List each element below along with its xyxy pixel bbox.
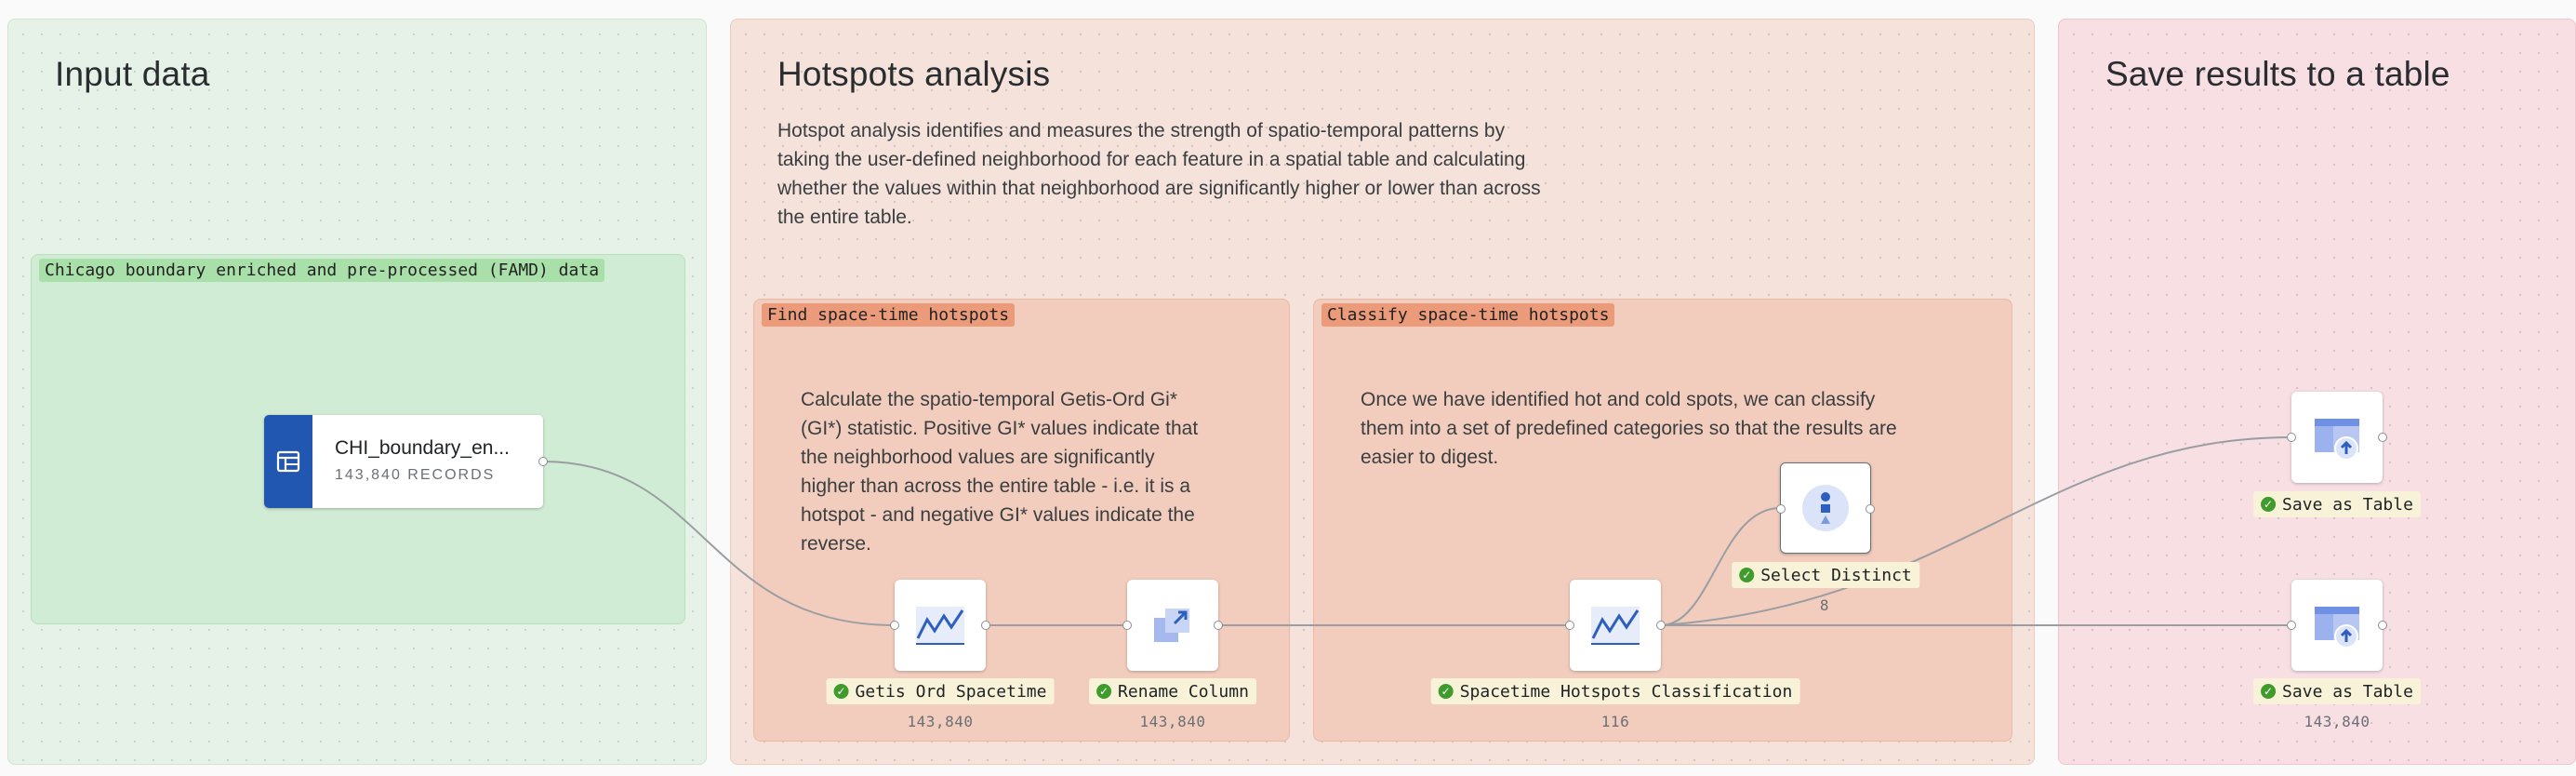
hotspots-description: Hotspot analysis identifies and measures… [777,120,1541,228]
source-record-count: 143,840 RECORDS [335,467,496,483]
section-title-input: Input data [55,55,210,93]
save-as-table-label-2: ✓ Save as Table [2253,678,2421,704]
save-table-icon [2315,607,2359,649]
rename-column-label: ✓ Rename Column [1089,678,1256,704]
success-check-icon: ✓ [2261,684,2277,699]
group-label-chicago: Chicago boundary enriched and pre-proces… [39,259,605,282]
group-label-find: Find space-time hotspots [762,303,1016,327]
select-distinct-label: ✓ Select Distinct [1732,562,1919,588]
distinct-output-port[interactable] [1866,504,1875,514]
line-chart-icon [1591,607,1640,645]
distinct-icon [1802,485,1849,531]
success-check-icon: ✓ [1438,684,1454,699]
section-title-save: Save results to a table [2105,55,2450,93]
distinct-input-port[interactable] [1776,504,1786,514]
rename-output-port[interactable] [1214,621,1223,630]
save-table-icon [2315,419,2359,461]
spacetime-classification-node[interactable] [1565,580,1666,671]
edge-spacetime-to-distinct [1660,507,1781,626]
spacetime-output-port[interactable] [1656,621,1666,630]
group-classify-hotspots[interactable]: Classify space-time hotspots Once we hav… [1313,299,2012,742]
save-as-table-label-1: ✓ Save as Table [2253,491,2421,517]
source-table-name: CHI_boundary_en... [335,437,510,459]
rename-input-port[interactable] [1122,621,1132,630]
section-title-hotspots: Hotspots analysis [777,55,1051,93]
save-as-table-node-1[interactable] [2287,392,2387,483]
source-output-port[interactable] [538,457,548,466]
rename-column-node[interactable] [1122,580,1223,671]
distinct-row-count: 8 [1819,596,1830,614]
line-chart-icon [916,607,964,645]
getis-input-port[interactable] [890,621,899,630]
rename-row-count: 143,840 [1139,713,1206,730]
getis-row-count: 143,840 [907,713,974,730]
save1-input-port[interactable] [2287,433,2296,442]
save2-input-port[interactable] [2287,621,2296,630]
save1-output-port[interactable] [2378,433,2387,442]
spacetime-classification-label: ✓ Spacetime Hotspots Classification [1430,678,1800,704]
edge-source-to-getis [542,461,896,626]
getis-output-port[interactable] [981,621,990,630]
table-icon [276,450,300,473]
classify-description: Once we have identified hot and cold spo… [1361,389,1897,468]
source-table-node[interactable]: CHI_boundary_en... 143,840 RECORDS [264,415,548,508]
getis-ord-label: ✓ Getis Ord Spacetime [826,678,1055,704]
table-icon-box [264,415,312,508]
group-label-classify: Classify space-time hotspots [1321,303,1615,327]
spacetime-input-port[interactable] [1565,621,1574,630]
select-distinct-node[interactable] [1776,462,1875,554]
rename-icon [1154,609,1189,642]
find-description: Calculate the spatio-temporal Getis-Ord … [801,389,1199,555]
success-check-icon: ✓ [833,684,849,699]
success-check-icon: ✓ [2261,497,2277,512]
getis-ord-node[interactable] [890,580,990,671]
input-data-section: Input data Chicago boundary enriched and… [7,19,707,765]
success-check-icon: ✓ [1096,684,1112,699]
save-as-table-node-2[interactable] [2287,580,2387,671]
edge-spacetime-to-save1 [1660,436,2292,626]
save2-row-count: 143,840 [2304,713,2370,730]
success-check-icon: ✓ [1739,568,1755,582]
save2-output-port[interactable] [2378,621,2387,630]
spacetime-row-count: 116 [1600,713,1630,730]
